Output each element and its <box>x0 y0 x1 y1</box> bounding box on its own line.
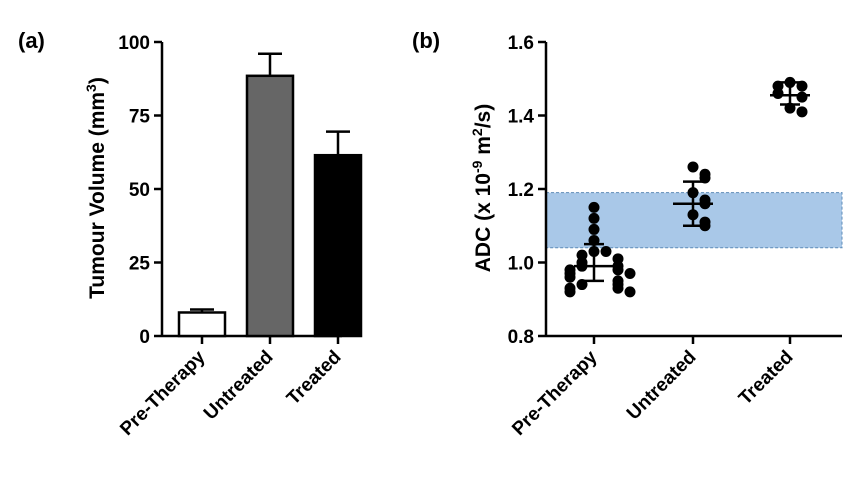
panel-b-y-tick-label: 1.4 <box>508 107 535 128</box>
panel-b-y-tick-label: 1.2 <box>508 180 534 201</box>
panel-b-point-pre-therapy <box>624 286 636 298</box>
panel-b-point-untreated <box>687 161 699 173</box>
panel-a-y-tick-label: 25 <box>129 254 151 275</box>
panel-b-point-treated <box>772 87 784 99</box>
panel-b-point-treated <box>796 106 808 118</box>
panel-b-point-pre-therapy <box>612 264 624 276</box>
panel-a-category-label: Treated <box>283 347 346 410</box>
panel-a-category-label: Pre-Therapy <box>116 346 210 440</box>
panel-b-category-label: Treated <box>735 347 798 410</box>
panel-a-y-tick-label: 75 <box>129 107 151 128</box>
panel-b-point-untreated <box>699 220 711 232</box>
panel-b-point-pre-therapy <box>612 282 624 294</box>
panel-b-point-pre-therapy <box>588 201 600 213</box>
panel-a-bar-treated <box>313 153 363 338</box>
panel-b-category-label: Untreated <box>623 347 701 425</box>
panel-a-label: (a) <box>18 28 45 53</box>
panel-b-y-tick-label: 1.6 <box>508 33 534 54</box>
panel-b-point-pre-therapy <box>600 245 612 257</box>
panel-a-bar-untreated <box>245 74 295 338</box>
panel-a-category-label: Untreated <box>200 347 278 425</box>
panel-a-y-tick-label: 0 <box>139 327 150 348</box>
panel-b-point-pre-therapy <box>564 271 576 283</box>
panel-a-bar-pre-therapy <box>177 311 227 338</box>
panel-b-point-treated <box>796 91 808 103</box>
panel-b: (b) ADC (x 10-9 m2/s) 0.8 1.0 1.2 1.4 1.6 Pre… <box>412 28 843 440</box>
panel-b-y-tick-label: 1.0 <box>508 254 534 275</box>
panel-b-y-axis-title: ADC (x 10-9 m2/s) <box>469 104 495 272</box>
panel-a: (a) Tumour Volume (mm3) 0 25 50 75 100 Pre-Th… <box>18 28 363 440</box>
panel-a-y-axis-title: Tumour Volume (mm3) <box>83 77 109 299</box>
panel-a-y-tick-label: 100 <box>118 33 150 54</box>
panel-b-point-pre-therapy <box>588 212 600 224</box>
panel-b-point-pre-therapy <box>588 223 600 235</box>
panel-b-point-pre-therapy <box>624 268 636 280</box>
panel-b-point-pre-therapy <box>564 286 576 298</box>
panel-b-category-label: Pre-Therapy <box>508 346 602 440</box>
panel-b-label: (b) <box>412 28 440 53</box>
panel-a-y-tick-label: 50 <box>129 180 150 201</box>
panel-b-y-tick-label: 0.8 <box>508 327 534 348</box>
